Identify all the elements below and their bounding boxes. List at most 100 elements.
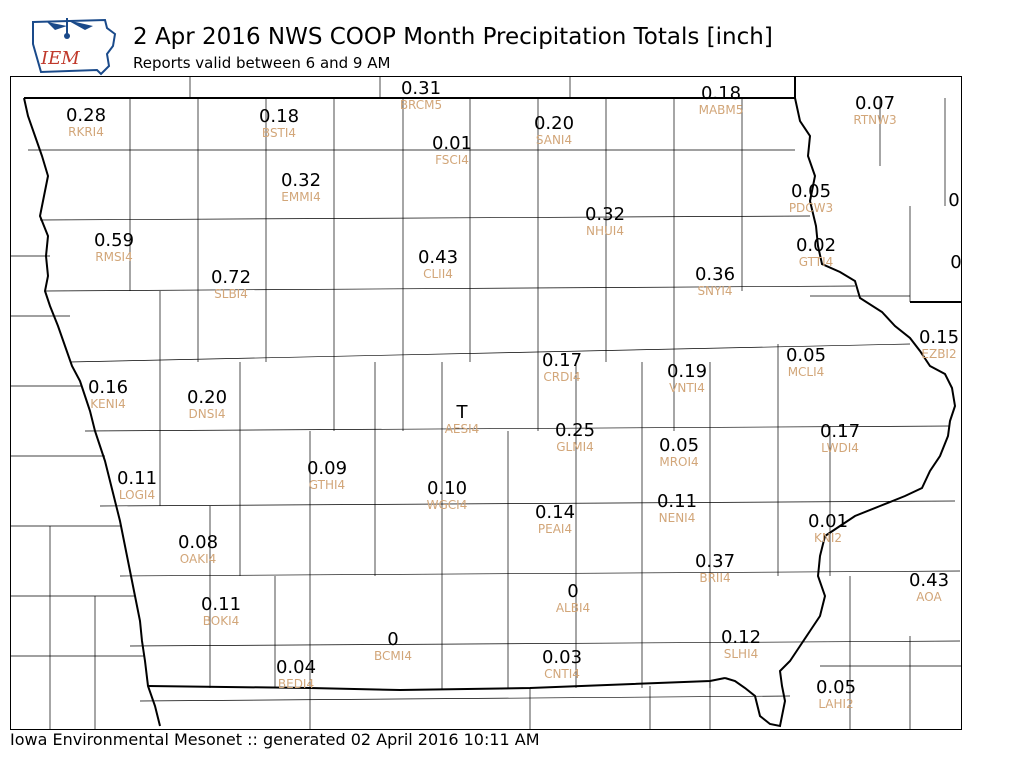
precip-value: 0.72 — [211, 267, 251, 288]
station-id: SLBI4 — [214, 287, 248, 301]
precip-value: 0.32 — [281, 170, 321, 191]
precip-value: 0.43 — [418, 247, 458, 268]
station-id: BEDI4 — [278, 677, 314, 691]
station-id: PEAI4 — [538, 522, 572, 536]
precip-value: 0.36 — [695, 264, 735, 285]
station-id: CNTI4 — [544, 667, 580, 681]
iowa-outline-icon — [32, 18, 117, 76]
county-boundary — [69, 343, 911, 363]
station-id: LWDI4 — [821, 441, 859, 455]
logo-text: IEM — [40, 48, 80, 69]
station-id: ALBI4 — [556, 601, 590, 615]
precip-value: 0 — [567, 581, 578, 602]
precip-value: 0.04 — [276, 657, 316, 678]
state-borders — [23, 76, 962, 728]
station-id: PDCW3 — [789, 201, 833, 215]
station-id: NENI4 — [659, 511, 696, 525]
station-id: KENI4 — [90, 397, 126, 411]
precip-value: 0.17 — [820, 421, 860, 442]
precip-value: 0.59 — [94, 230, 134, 251]
station-id: CLII4 — [423, 267, 453, 281]
precip-value: 0.17 — [542, 350, 582, 371]
precip-value: 0.43 — [909, 570, 949, 591]
precip-value: 0.19 — [667, 361, 707, 382]
precip-value: 0.10 — [427, 478, 467, 499]
station-id: CRDI4 — [543, 370, 580, 384]
map-title: 2 Apr 2016 NWS COOP Month Precipitation … — [133, 24, 773, 50]
station-id: BOKI4 — [203, 614, 240, 628]
precip-value: 0.08 — [178, 532, 218, 553]
station-id: SNYI4 — [697, 284, 732, 298]
precip-value: 0.09 — [307, 458, 347, 479]
precip-value: 0.31 — [401, 78, 441, 99]
precip-value: 0.32 — [585, 204, 625, 225]
precip-value: 0.25 — [555, 420, 595, 441]
station-id: GTHI4 — [309, 478, 345, 492]
precip-value: 0.11 — [201, 594, 241, 615]
county-grid — [10, 76, 962, 730]
station-id: BRCM5 — [400, 98, 442, 112]
precip-value: 0.03 — [542, 647, 582, 668]
footer-credit: Iowa Environmental Mesonet :: generated … — [10, 730, 540, 749]
precip-value: 0.05 — [786, 345, 826, 366]
county-boundary — [119, 570, 961, 577]
county-boundary — [39, 215, 811, 221]
precip-value: 0.18 — [701, 83, 741, 104]
station-id: MCLI4 — [788, 365, 825, 379]
precip-value: 0.07 — [855, 93, 895, 114]
station-id: SLHI4 — [724, 647, 759, 661]
precip-value: 0.05 — [659, 435, 699, 456]
station-id: LAHI2 — [818, 697, 853, 711]
county-boundary — [99, 500, 956, 507]
station-id: RKRI4 — [68, 125, 104, 139]
precip-value: 0.20 — [534, 113, 574, 134]
station-id: EZBI2 — [921, 347, 956, 361]
station-id: SANI4 — [536, 133, 572, 147]
precip-value: T — [456, 402, 469, 423]
station-id: FSCI4 — [435, 153, 469, 167]
precip-value: 0.20 — [187, 387, 227, 408]
station-id: EMMI4 — [281, 190, 320, 204]
precip-value: 0.12 — [721, 627, 761, 648]
station-id: WGCI4 — [427, 498, 468, 512]
station-id: GTTI4 — [799, 255, 834, 269]
station-id: BRII4 — [699, 571, 730, 585]
station-id: RMSI4 — [95, 250, 132, 264]
station-id: BCMI4 — [374, 649, 412, 663]
station-id: DNSI4 — [188, 407, 225, 421]
county-boundary — [84, 425, 951, 432]
map-subtitle: Reports valid between 6 and 9 AM — [133, 54, 391, 72]
precip-value: 0.18 — [259, 106, 299, 127]
precip-value-edge: 0 — [950, 252, 961, 273]
station-id: GLMI4 — [556, 440, 594, 454]
precip-value: 0.01 — [432, 133, 472, 154]
county-boundary — [129, 640, 961, 647]
county-boundary — [139, 695, 791, 702]
station-id: RTNW3 — [853, 113, 896, 127]
county-boundary — [45, 285, 856, 292]
precip-value: 0.05 — [791, 181, 831, 202]
